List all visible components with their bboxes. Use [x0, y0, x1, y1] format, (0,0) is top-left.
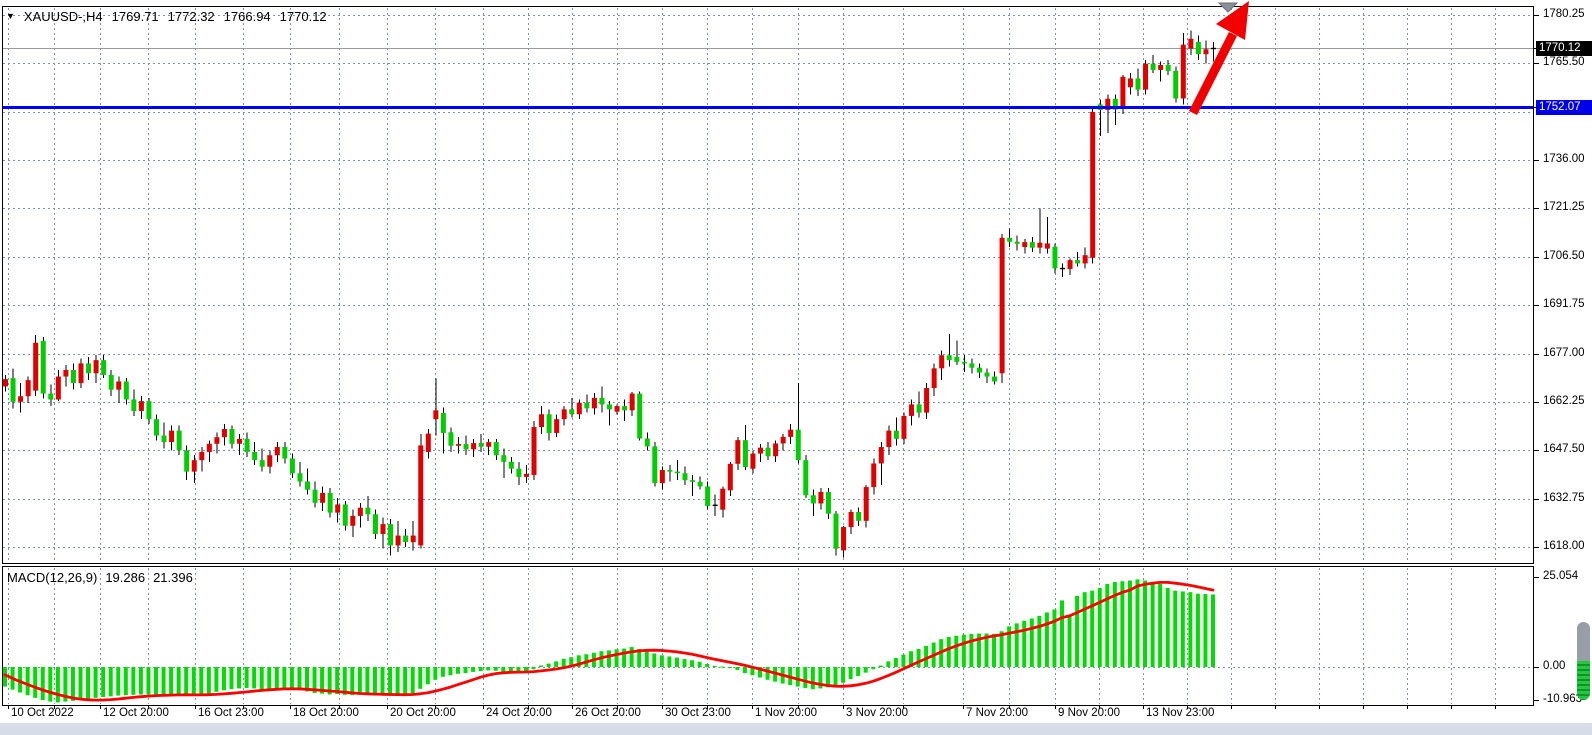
window-bottom-edge — [0, 723, 1592, 735]
time-axis-label: 24 Oct 20:00 — [486, 707, 552, 719]
time-axis-label: 10 Oct 2022 — [11, 707, 74, 719]
time-axis-label: 20 Oct 20:00 — [390, 707, 456, 719]
quote-low: 1766.94 — [223, 9, 271, 24]
price-axis-label: 1677.00 — [1543, 347, 1585, 359]
quote-close: 1770.12 — [279, 9, 327, 24]
quote-high: 1772.32 — [167, 9, 215, 24]
support-line[interactable] — [3, 106, 1533, 109]
support-level-price-tag: 1752.07 — [1536, 100, 1592, 115]
macd-name: MACD(12,26,9) — [7, 570, 98, 585]
macd-signal-value: 21.396 — [153, 570, 193, 585]
time-axis-label: 9 Nov 20:00 — [1058, 707, 1121, 719]
time-axis-label: 1 Nov 20:00 — [755, 707, 818, 719]
symbol-timeframe-label: XAUUSD-,H4 — [23, 9, 103, 24]
candlestick-series — [3, 30, 1216, 558]
macd-indicator-label: MACD(12,26,9) 19.286 21.396 — [7, 570, 201, 585]
price-axis-label: 1736.00 — [1543, 153, 1585, 165]
time-axis-label: 16 Oct 23:00 — [198, 707, 264, 719]
price-axis-label: 1618.00 — [1543, 540, 1585, 552]
price-axis-label: 1706.50 — [1543, 250, 1585, 262]
pane-borders — [2, 6, 1534, 706]
time-axis-label: 26 Oct 20:00 — [575, 707, 641, 719]
time-axis-label: 30 Oct 23:00 — [665, 707, 731, 719]
marker-triangle-icon[interactable] — [1217, 2, 1239, 13]
scrollbar-thumb-bottom — [1577, 661, 1590, 700]
macd-axis-label: 25.054 — [1543, 570, 1579, 582]
quote-bar: ▼ XAUUSD-,H4 1769.71 1772.32 1766.94 1770.12 — [6, 9, 336, 24]
price-axis-label: 1662.25 — [1543, 395, 1585, 407]
price-axis-label: 1721.25 — [1543, 201, 1585, 213]
macd-axis-label: 0.00 — [1543, 660, 1566, 672]
up-arrow-annotation[interactable] — [1188, 1, 1249, 116]
time-axis-label: 13 Nov 23:00 — [1146, 707, 1215, 719]
price-axis-label: 1765.50 — [1543, 56, 1585, 68]
time-axis-label: 7 Nov 20:00 — [966, 707, 1029, 719]
price-axis-label: 1780.25 — [1543, 8, 1585, 20]
current-price-tag: 1770.12 — [1536, 41, 1592, 56]
quote-open: 1769.71 — [111, 9, 159, 24]
macd-axis-label: -10.963 — [1543, 693, 1583, 705]
time-axis-label: 3 Nov 20:00 — [846, 707, 909, 719]
symbol-dropdown-icon[interactable]: ▼ — [6, 11, 15, 21]
macd-signal-line — [3, 581, 1215, 702]
gridlines — [3, 8, 1533, 709]
macd-value: 19.286 — [105, 570, 146, 585]
price-axis-label: 1691.75 — [1543, 298, 1585, 310]
macd-histogram — [3, 579, 1215, 703]
scrollbar-thumb-top — [1577, 622, 1590, 661]
price-axis-label: 1632.75 — [1543, 492, 1585, 504]
scrollbar[interactable] — [1577, 622, 1590, 700]
time-axis-label: 12 Oct 20:00 — [103, 707, 169, 719]
price-axis-label: 1647.50 — [1543, 443, 1585, 455]
time-axis-label: 18 Oct 20:00 — [293, 707, 359, 719]
